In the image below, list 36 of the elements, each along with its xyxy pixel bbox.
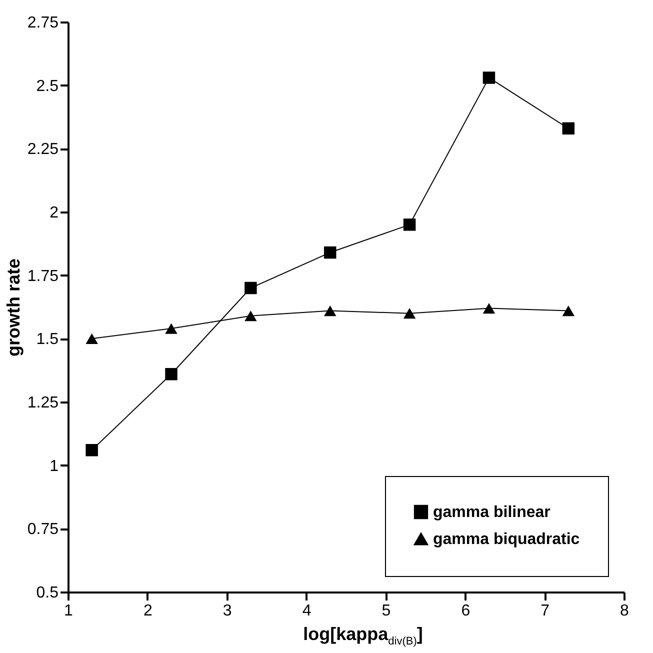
point xyxy=(324,305,336,316)
x-tick-label: 6 xyxy=(461,602,470,620)
point xyxy=(165,323,178,334)
point xyxy=(86,444,98,456)
x-tick-label: 5 xyxy=(382,602,391,620)
y-tick-label: 1 xyxy=(50,458,59,475)
legend-label: gamma biquadratic xyxy=(433,531,580,548)
point xyxy=(165,368,178,380)
y-tick-label: 2.5 xyxy=(36,78,59,95)
point xyxy=(403,218,416,231)
y-tick-label: 1.25 xyxy=(27,394,59,412)
point xyxy=(482,302,496,314)
point xyxy=(562,305,575,316)
point xyxy=(562,122,575,135)
y-axis-title: growth rate xyxy=(3,258,24,357)
point xyxy=(324,246,336,259)
point xyxy=(86,333,98,344)
y-tick-label: 2 xyxy=(50,204,59,222)
y-tick-label: 0.75 xyxy=(27,521,59,538)
y-tick-label: 2.25 xyxy=(27,141,59,158)
x-tick-label: 3 xyxy=(222,602,232,620)
y-tick-label: 0.5 xyxy=(36,584,59,602)
legend-label: gamma bilinear xyxy=(433,504,550,521)
x-tick-label: 4 xyxy=(302,602,312,620)
x-tick-label: 8 xyxy=(620,602,630,620)
x-axis-title: log[kappa$_{div(B)}$] xyxy=(302,624,424,648)
point xyxy=(403,308,416,319)
x-tick-label: 1 xyxy=(64,602,74,620)
point xyxy=(244,310,257,322)
y-tick-label: 1.75 xyxy=(27,268,59,285)
point xyxy=(244,282,257,294)
y-tick-label: 2.75 xyxy=(27,14,59,32)
x-tick-label: 2 xyxy=(143,602,152,620)
y-tick-label: 1.5 xyxy=(36,331,59,348)
point xyxy=(482,72,496,84)
x-tick-label: 7 xyxy=(540,602,550,620)
